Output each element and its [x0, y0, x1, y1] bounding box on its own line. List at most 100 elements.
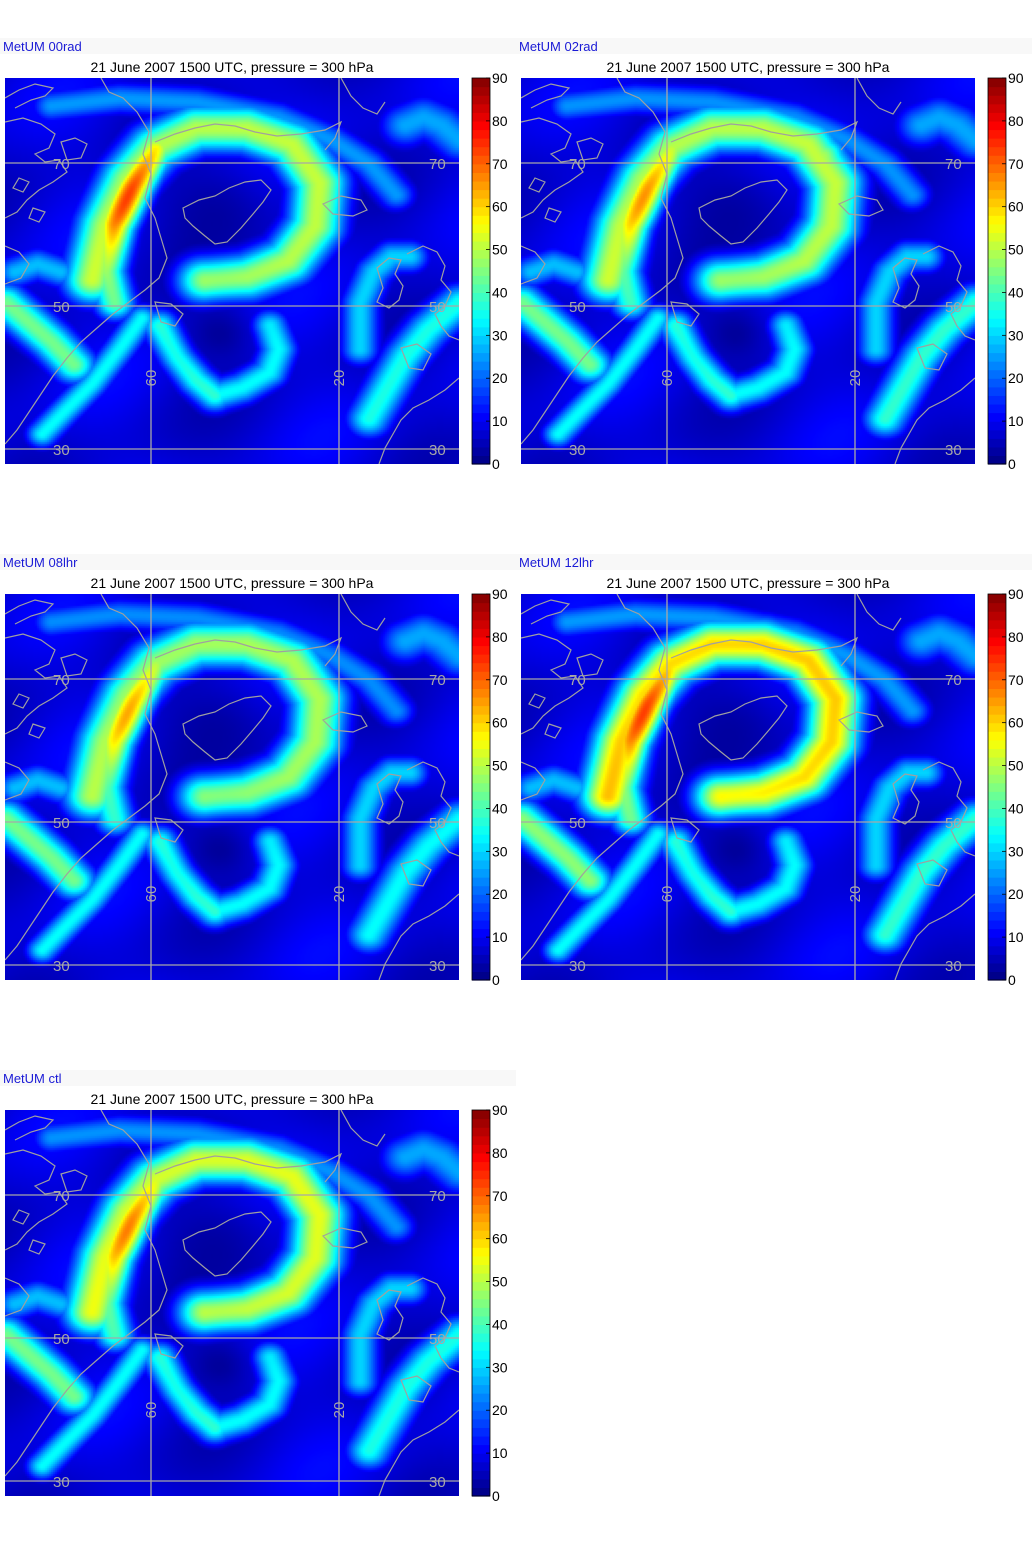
lat-label-30-left: 30	[53, 1474, 70, 1491]
colorbar-segment	[472, 594, 490, 604]
colorbar: 0 10 20 30 40 50 60 70 80 90	[471, 1102, 508, 1504]
colorbar: 0 10 20 30 40 50 60 70 80 90	[987, 586, 1024, 988]
colorbar-segment	[988, 138, 1006, 148]
colorbar-segment	[472, 198, 490, 208]
colorbar-tick-label: 30	[1008, 843, 1024, 859]
colorbar-segment	[988, 842, 1006, 852]
colorbar: 0 10 20 30 40 50 60 70 80 90	[471, 70, 508, 472]
colorbar-segment	[988, 791, 1006, 801]
colorbar-segment	[472, 765, 490, 775]
colorbar-tick-label: 10	[492, 1445, 508, 1461]
colorbar-segment	[472, 1358, 490, 1368]
model-label: MetUM 00rad	[3, 39, 82, 54]
chart-panel-1: MetUM 00rad 21 June 2007 1500 UTC, press…	[0, 38, 516, 508]
colorbar-segment	[988, 765, 1006, 775]
colorbar-segment	[988, 240, 1006, 251]
lat-label-30-right: 30	[945, 958, 962, 975]
colorbar-frame	[987, 593, 1007, 981]
colorbar-segment	[472, 223, 490, 233]
colorbar-segment	[988, 688, 1006, 698]
colorbar-segment	[988, 275, 1006, 285]
colorbar-segment	[472, 1367, 490, 1377]
colorbar-segment	[472, 1161, 490, 1171]
chart-panel-4: MetUM 12lhr 21 June 2007 1500 UTC, press…	[516, 554, 1032, 1024]
colorbar-segment	[988, 403, 1006, 414]
colorbar-segment	[472, 1247, 490, 1257]
colorbar-segment	[472, 602, 490, 612]
colorbar-tick-label: 10	[1008, 929, 1024, 945]
colorbar-segment	[472, 654, 490, 664]
colorbar-segment	[988, 705, 1006, 715]
colorbar-segment	[472, 877, 490, 887]
colorbar-segment	[472, 1478, 490, 1489]
colorbar-frame	[471, 593, 491, 981]
wind-speed-map	[5, 1110, 459, 1496]
colorbar-segment	[472, 1401, 490, 1411]
coastline	[521, 594, 975, 980]
colorbar-segment	[472, 1487, 490, 1497]
lat-label-30-left: 30	[569, 442, 586, 459]
lon-label-20: 20	[331, 886, 348, 903]
colorbar-segment	[988, 438, 1006, 448]
colorbar-segment	[472, 748, 490, 758]
colorbar-segment	[988, 602, 1006, 612]
colorbar-segment	[472, 335, 490, 345]
colorbar-segment	[988, 318, 1006, 328]
colorbar-segment	[472, 395, 490, 405]
colorbar-segment	[988, 155, 1006, 165]
colorbar-tick-label: 50	[492, 242, 508, 258]
colorbar-tick-label: 20	[492, 886, 508, 902]
colorbar-segment	[472, 1135, 490, 1145]
colorbar-segment	[472, 945, 490, 955]
colorbar-tick-label: 0	[1008, 456, 1016, 472]
lat-label-30-right: 30	[429, 958, 446, 975]
colorbar-segment	[472, 455, 490, 465]
graticule	[521, 594, 975, 980]
colorbar-tick-label: 40	[492, 800, 508, 816]
map-overlay: 70 70 50 50 30 30 60 20	[5, 1110, 459, 1496]
colorbar: 0 10 20 30 40 50 60 70 80 90	[987, 70, 1024, 472]
colorbar-tick-label: 70	[492, 1188, 508, 1204]
colorbar-segment	[988, 731, 1006, 741]
colorbar-tick-label: 90	[1008, 586, 1024, 602]
colorbar-segment	[472, 78, 490, 88]
colorbar-segment	[472, 361, 490, 371]
colorbar-tick-label: 50	[1008, 242, 1024, 258]
colorbar-tick-label: 10	[1008, 413, 1024, 429]
map-overlay: 70 70 50 50 30 30 60 20	[521, 594, 975, 980]
lat-label-50-right: 50	[945, 815, 962, 832]
colorbar-tick-label: 0	[492, 1488, 500, 1504]
colorbar-segment	[472, 120, 490, 131]
colorbar-segment	[472, 249, 490, 259]
model-bar: MetUM 00rad	[0, 38, 516, 54]
colorbar-segment	[988, 163, 1006, 173]
lat-label-70-right: 70	[429, 672, 446, 689]
colorbar-segment	[988, 859, 1006, 870]
colorbar-tick-label: 40	[1008, 800, 1024, 816]
map-overlay: 70 70 50 50 30 30 60 20	[5, 594, 459, 980]
colorbar-segment	[472, 756, 490, 767]
colorbar-segment	[472, 386, 490, 396]
colorbar-segment	[472, 911, 490, 921]
colorbar-segment	[472, 86, 490, 96]
colorbar-segment	[472, 894, 490, 904]
colorbar-segment	[988, 180, 1006, 191]
colorbar-segment	[472, 180, 490, 191]
colorbar-segment	[472, 1315, 490, 1326]
colorbar-tick-label: 40	[492, 284, 508, 300]
colorbar-segment	[988, 628, 1006, 638]
colorbar-segment	[988, 962, 1006, 973]
colorbar-segment	[472, 834, 490, 844]
colorbar-segment	[988, 808, 1006, 818]
colorbar-segment	[472, 352, 490, 362]
colorbar-tick-label: 80	[1008, 113, 1024, 129]
colorbar-tick-label: 70	[1008, 672, 1024, 688]
lat-label-30-right: 30	[429, 1474, 446, 1491]
lat-label-50-left: 50	[53, 299, 70, 316]
colorbar-segment	[988, 78, 1006, 88]
lat-label-30-left: 30	[53, 958, 70, 975]
model-label: MetUM 12lhr	[519, 555, 594, 570]
lat-label-50-left: 50	[53, 815, 70, 832]
colorbar-segment	[988, 446, 1006, 457]
colorbar-segment	[988, 971, 1006, 981]
